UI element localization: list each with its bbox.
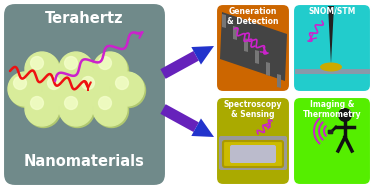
Circle shape [8, 72, 42, 106]
Polygon shape [160, 51, 199, 79]
Polygon shape [244, 38, 248, 52]
Polygon shape [328, 6, 334, 64]
Text: Terahertz: Terahertz [45, 11, 123, 26]
Circle shape [9, 74, 43, 108]
FancyBboxPatch shape [216, 4, 290, 92]
Circle shape [116, 77, 128, 89]
Polygon shape [295, 69, 370, 74]
Text: SNOM/STM: SNOM/STM [308, 7, 356, 16]
Circle shape [110, 72, 144, 106]
Text: Imaging &
Thermometry: Imaging & Thermometry [303, 100, 361, 119]
FancyBboxPatch shape [223, 141, 283, 167]
Text: Generation
& Detection: Generation & Detection [227, 7, 279, 26]
Circle shape [47, 77, 61, 89]
Polygon shape [160, 104, 199, 132]
Circle shape [31, 57, 43, 70]
Circle shape [25, 92, 59, 126]
Circle shape [43, 74, 77, 108]
FancyBboxPatch shape [3, 3, 166, 186]
FancyBboxPatch shape [219, 136, 287, 170]
Circle shape [27, 94, 61, 128]
Polygon shape [191, 119, 214, 137]
FancyBboxPatch shape [293, 4, 371, 92]
Polygon shape [233, 26, 237, 40]
Circle shape [93, 52, 127, 86]
Circle shape [77, 74, 111, 108]
Polygon shape [277, 74, 281, 88]
Circle shape [59, 92, 93, 126]
Circle shape [95, 53, 129, 88]
Text: Spectroscopy
& Sensing: Spectroscopy & Sensing [224, 100, 282, 119]
Circle shape [95, 94, 129, 128]
Text: Nanomaterials: Nanomaterials [24, 154, 144, 169]
Circle shape [338, 108, 352, 122]
FancyBboxPatch shape [216, 97, 290, 185]
Circle shape [25, 52, 59, 86]
Circle shape [98, 57, 111, 70]
Circle shape [27, 53, 61, 88]
Circle shape [93, 92, 127, 126]
FancyBboxPatch shape [293, 97, 371, 185]
Circle shape [82, 77, 95, 89]
Circle shape [111, 74, 145, 108]
Polygon shape [191, 46, 214, 65]
Circle shape [65, 57, 77, 70]
Circle shape [65, 97, 77, 109]
Circle shape [59, 52, 93, 86]
FancyBboxPatch shape [328, 130, 333, 134]
Polygon shape [255, 50, 259, 64]
Circle shape [42, 72, 76, 106]
Circle shape [31, 97, 43, 109]
Circle shape [61, 94, 95, 128]
Polygon shape [222, 14, 226, 28]
Circle shape [61, 53, 95, 88]
Ellipse shape [320, 63, 342, 71]
Circle shape [13, 77, 27, 89]
Circle shape [76, 72, 110, 106]
FancyBboxPatch shape [230, 145, 276, 163]
Polygon shape [220, 12, 287, 81]
Circle shape [98, 97, 111, 109]
Polygon shape [266, 62, 270, 76]
